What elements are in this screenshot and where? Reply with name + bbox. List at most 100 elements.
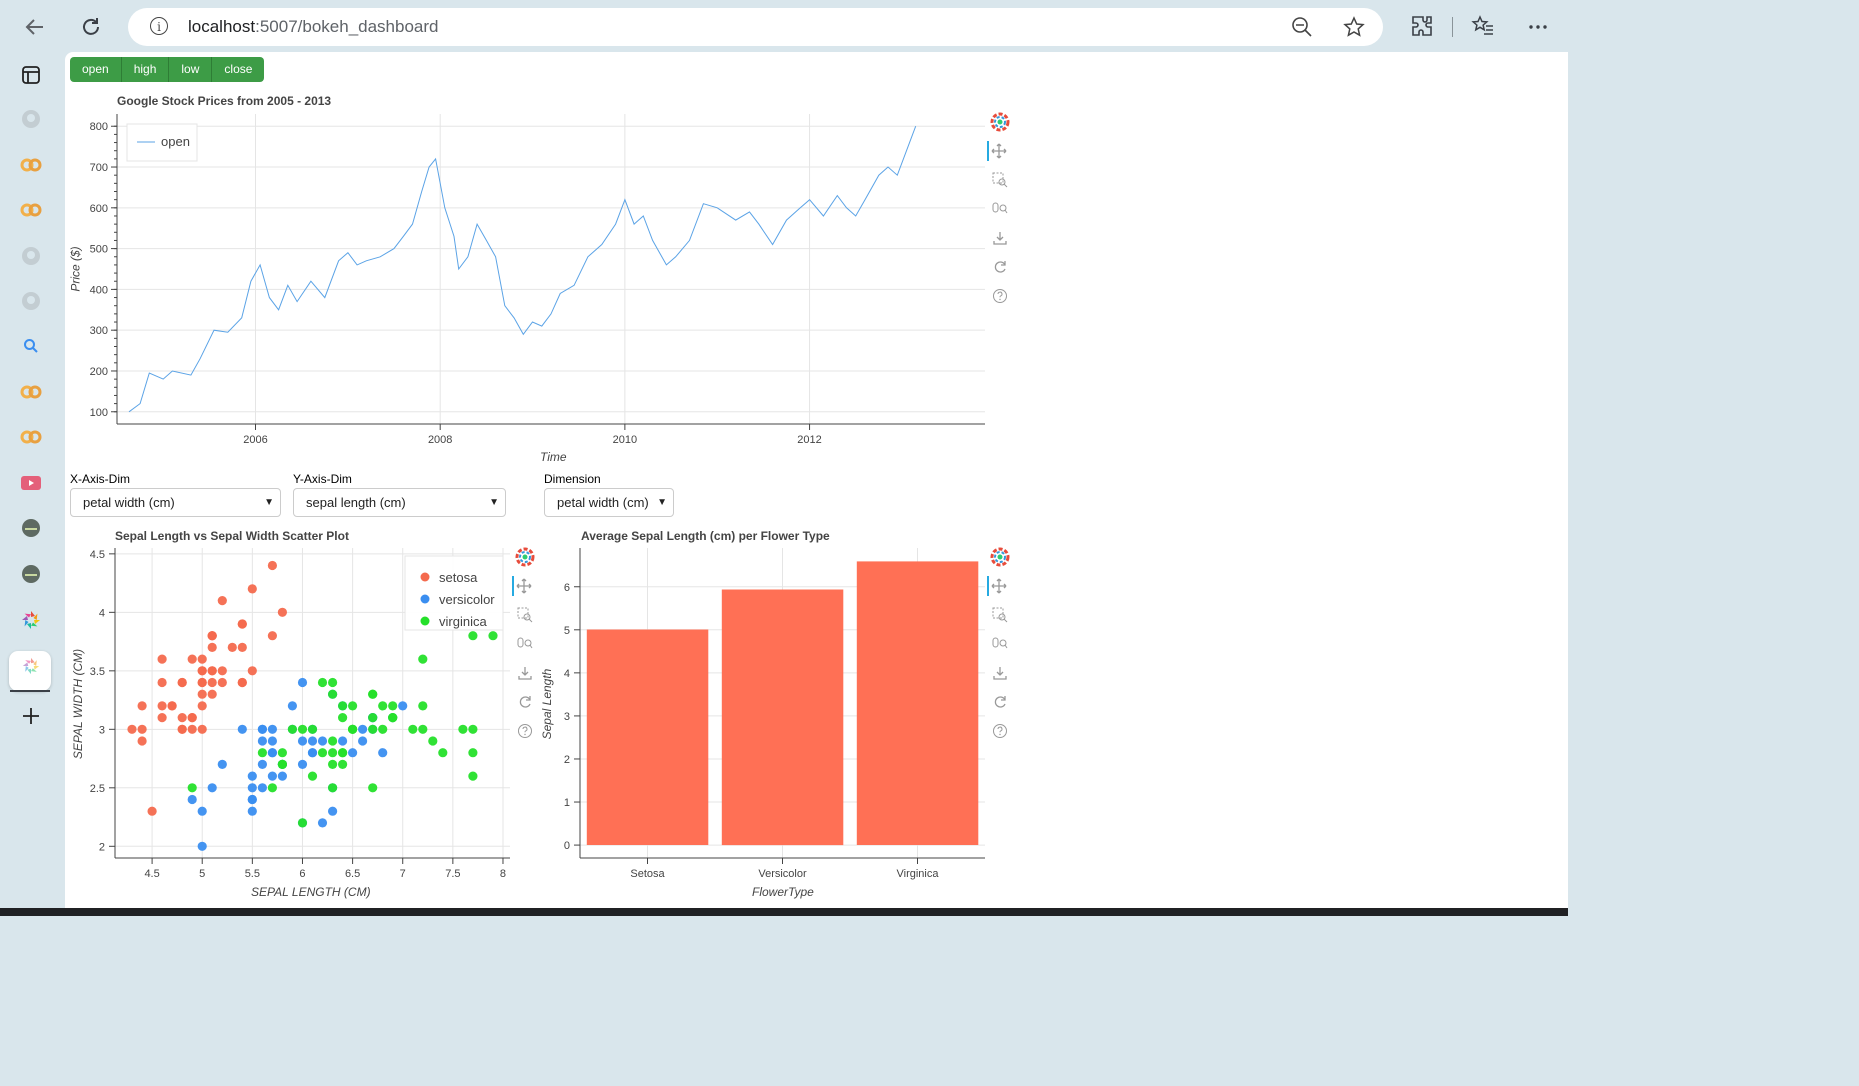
scatter-point-setosa <box>207 631 217 641</box>
github-tab-icon[interactable] <box>18 106 44 132</box>
scatter-point-setosa <box>177 724 187 734</box>
colab-tab-icon[interactable] <box>18 197 44 223</box>
stock-x-tick-label: 2006 <box>243 434 267 446</box>
scatter-point-versicolor <box>297 736 308 746</box>
scatter-point-virginica <box>368 689 378 699</box>
low-button[interactable]: low <box>169 57 213 82</box>
bar-y-tick-label: 0 <box>564 840 570 852</box>
address-bar[interactable]: i localhost:5007/bokeh_dashboard <box>128 8 1383 46</box>
scatter-point-setosa <box>217 666 227 676</box>
dimension-select[interactable]: petal width (cm) ▼ <box>544 488 674 517</box>
reset-tool-icon[interactable] <box>990 257 1010 277</box>
tab-actions-icon[interactable] <box>18 62 44 88</box>
colab-tab-icon[interactable] <box>18 379 44 405</box>
bar-y-tick-label: 2 <box>564 754 570 766</box>
bar-y-tick-label: 3 <box>564 711 570 723</box>
favorite-star-icon[interactable] <box>1343 16 1365 38</box>
bar-setosa <box>586 629 709 845</box>
scatter-point-versicolor <box>297 759 308 769</box>
iris-scatter-chart[interactable]: 4.5 5 5.5 6 6.5 7 7.5 8 2 2.5 3 3.5 4 4.5 setosa versic… <box>65 542 515 908</box>
stock-y-tick-label: 600 <box>90 203 108 215</box>
stock-legend-label: open <box>161 134 190 149</box>
back-arrow-icon[interactable] <box>20 12 50 42</box>
bokeh-tab-icon[interactable] <box>18 607 44 633</box>
box-zoom-tool-icon[interactable] <box>515 605 535 625</box>
pan-tool-icon[interactable] <box>987 576 1009 596</box>
bokeh-logo-icon[interactable] <box>990 112 1010 132</box>
save-tool-icon[interactable] <box>990 228 1010 248</box>
open-button[interactable]: open <box>70 57 122 82</box>
bokeh-tab-icon[interactable] <box>18 653 44 679</box>
help-tool-icon[interactable] <box>515 721 535 741</box>
scatter-point-versicolor <box>187 794 197 805</box>
stock-plot-toolbar <box>987 112 1010 315</box>
scatter-point-virginica <box>297 724 308 734</box>
dimension-value: petal width (cm) <box>557 495 649 510</box>
scatter-point-virginica <box>338 759 348 769</box>
high-button[interactable]: high <box>121 57 170 82</box>
save-tool-icon[interactable] <box>515 663 535 683</box>
pan-tool-icon[interactable] <box>512 576 534 596</box>
zoom-out-icon[interactable] <box>1291 16 1313 38</box>
colab-tab-icon[interactable] <box>18 424 44 450</box>
scatter-point-virginica <box>328 689 338 699</box>
stock-line-chart[interactable]: 2006 2008 2010 2012 100 200 300 400 500 600 700 800… <box>65 110 990 530</box>
help-tool-icon[interactable] <box>990 286 1010 306</box>
scatter-point-virginica <box>418 654 428 664</box>
sepal-length-bar-chart[interactable]: 0 1 2 3 4 5 6 Setosa Versicolor Virginica <box>535 542 990 908</box>
scatter-point-setosa <box>207 666 217 676</box>
browser-sidebar <box>0 52 64 916</box>
colab-tab-icon[interactable] <box>18 152 44 178</box>
search-tab-icon[interactable] <box>18 333 44 359</box>
url-text: localhost:5007/bokeh_dashboard <box>188 17 439 36</box>
extensions-icon[interactable] <box>1410 14 1436 40</box>
scatter-point-setosa <box>207 642 217 652</box>
bokeh-logo-icon[interactable] <box>515 547 535 567</box>
scatter-point-virginica <box>297 818 308 828</box>
scatter-point-setosa <box>177 713 187 723</box>
pan-tool-icon[interactable] <box>987 141 1009 161</box>
y-axis-dim-select[interactable]: sepal length (cm) ▼ <box>293 488 506 517</box>
scatter-point-versicolor <box>257 736 267 746</box>
box-zoom-tool-icon[interactable] <box>990 605 1010 625</box>
box-zoom-tool-icon[interactable] <box>990 170 1010 190</box>
scatter-point-setosa <box>267 631 277 641</box>
add-tab-icon[interactable] <box>18 703 44 729</box>
dimension-label: Dimension <box>544 472 601 486</box>
scatter-point-setosa <box>247 666 257 676</box>
scatter-point-virginica <box>378 724 388 734</box>
youtube-tab-icon[interactable] <box>18 470 44 496</box>
stock-y-axis-label: Price ($) <box>68 246 83 292</box>
reset-tool-icon[interactable] <box>990 692 1010 712</box>
scatter-point-setosa <box>177 677 187 688</box>
scatter-point-virginica <box>328 677 338 688</box>
scatter-point-versicolor <box>247 783 257 793</box>
avatar-tab-icon[interactable] <box>18 515 44 541</box>
scatter-x-tick-label: 5.5 <box>245 868 260 880</box>
reload-icon[interactable] <box>76 12 106 42</box>
favorites-list-icon[interactable] <box>1471 14 1497 40</box>
scatter-point-setosa <box>127 724 137 734</box>
avatar-tab-icon[interactable] <box>18 561 44 587</box>
reset-tool-icon[interactable] <box>515 692 535 712</box>
bokeh-logo-icon[interactable] <box>990 547 1010 567</box>
more-menu-icon[interactable] <box>1526 14 1552 40</box>
wheel-zoom-tool-icon[interactable] <box>990 634 1010 654</box>
scatter-point-versicolor <box>328 806 338 816</box>
bar-plot-title: Average Sepal Length (cm) per Flower Typ… <box>581 529 830 543</box>
scatter-point-versicolor <box>287 701 297 711</box>
close-button[interactable]: close <box>212 57 265 82</box>
scatter-point-versicolor <box>358 724 368 734</box>
wheel-zoom-tool-icon[interactable] <box>990 199 1010 219</box>
help-tool-icon[interactable] <box>990 721 1010 741</box>
scatter-point-virginica <box>287 724 297 734</box>
wheel-zoom-tool-icon[interactable] <box>515 634 535 654</box>
github-tab-icon[interactable] <box>18 243 44 269</box>
site-info-icon[interactable]: i <box>150 17 168 35</box>
scatter-point-virginica <box>368 713 378 723</box>
save-tool-icon[interactable] <box>990 663 1010 683</box>
x-axis-dim-select[interactable]: petal width (cm) ▼ <box>70 488 281 517</box>
scatter-point-virginica <box>468 724 478 734</box>
scatter-x-tick-label: 7.5 <box>445 868 460 880</box>
github-tab-icon[interactable] <box>18 288 44 314</box>
